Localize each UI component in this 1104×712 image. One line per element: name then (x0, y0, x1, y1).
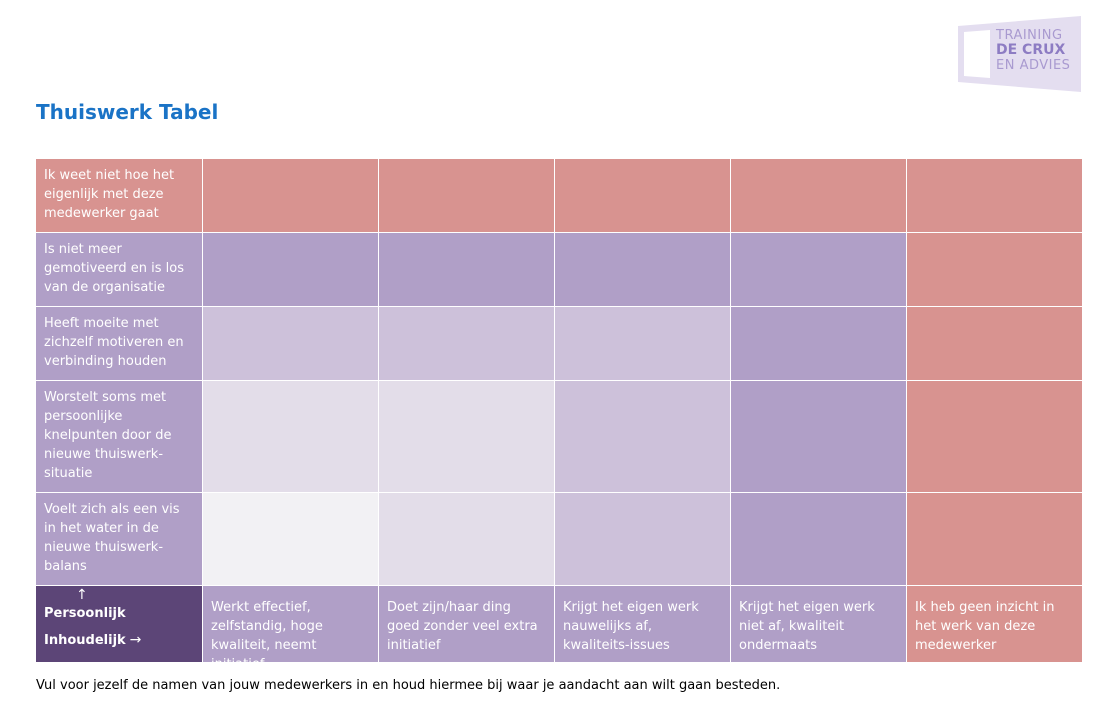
table-cell (731, 381, 906, 492)
row-label: Worstelt soms met persoonlijke knelpunte… (36, 381, 202, 492)
row-label: Ik weet niet hoe het eigenlijk met deze … (36, 159, 202, 232)
table-cell (203, 307, 378, 380)
table-cell (379, 493, 554, 585)
column-label: Krijgt het eigen werk nauwelijks af, kwa… (555, 586, 730, 662)
table-cell (203, 493, 378, 585)
row-label: Is niet meer gemotiveerd en is los van d… (36, 233, 202, 306)
table-cell (555, 381, 730, 492)
table-cell (907, 381, 1082, 492)
table-cell (907, 159, 1082, 232)
row-label: Heeft moeite met zichzelf motiveren en v… (36, 307, 202, 380)
logo-text: TRAINING DE CRUX EN ADVIES (996, 28, 1070, 73)
table-cell (203, 381, 378, 492)
axis-corner: ↑ Persoonlijk Inhoudelijk → (36, 586, 202, 662)
table-cell (379, 233, 554, 306)
table-cell (907, 493, 1082, 585)
thuiswerk-table: Ik weet niet hoe het eigenlijk met deze … (36, 159, 1082, 672)
logo-line-3: EN ADVIES (996, 58, 1071, 73)
table-cell (555, 233, 730, 306)
axis-label-content: Inhoudelijk → (44, 632, 142, 648)
table-cell (555, 307, 730, 380)
logo-line-1: TRAINING (996, 28, 1063, 43)
right-arrow-icon: → (129, 632, 142, 648)
company-logo: TRAINING DE CRUX EN ADVIES (956, 16, 1081, 92)
column-label: Ik heb geen inzicht in het werk van deze… (907, 586, 1082, 662)
column-label: Werkt effectief, zelfstandig, hoge kwali… (203, 586, 378, 672)
table-cell (555, 159, 730, 232)
table-cell (731, 493, 906, 585)
column-label: Doet zijn/haar ding goed zonder veel ext… (379, 586, 554, 662)
logo-shape-icon (958, 16, 1081, 92)
logo-line-2: DE CRUX (996, 42, 1066, 58)
table-cell (731, 159, 906, 232)
table-cell (907, 307, 1082, 380)
table-cell (379, 307, 554, 380)
table-cell (379, 159, 554, 232)
table-cell (555, 493, 730, 585)
row-label: Voelt zich als een vis in het water in d… (36, 493, 202, 585)
table-cell (379, 381, 554, 492)
table-cell (203, 159, 378, 232)
page-title: Thuiswerk Tabel (36, 100, 219, 124)
axis-label-personal: Persoonlijk (44, 606, 126, 621)
column-label: Krijgt het eigen werk niet af, kwaliteit… (731, 586, 906, 662)
table-cell (907, 233, 1082, 306)
footer-instruction: Vul voor jezelf de namen van jouw medewe… (36, 678, 781, 693)
table-cell (731, 233, 906, 306)
table-cell (731, 307, 906, 380)
table-cell (203, 233, 378, 306)
up-arrow-icon: ↑ (76, 587, 88, 603)
